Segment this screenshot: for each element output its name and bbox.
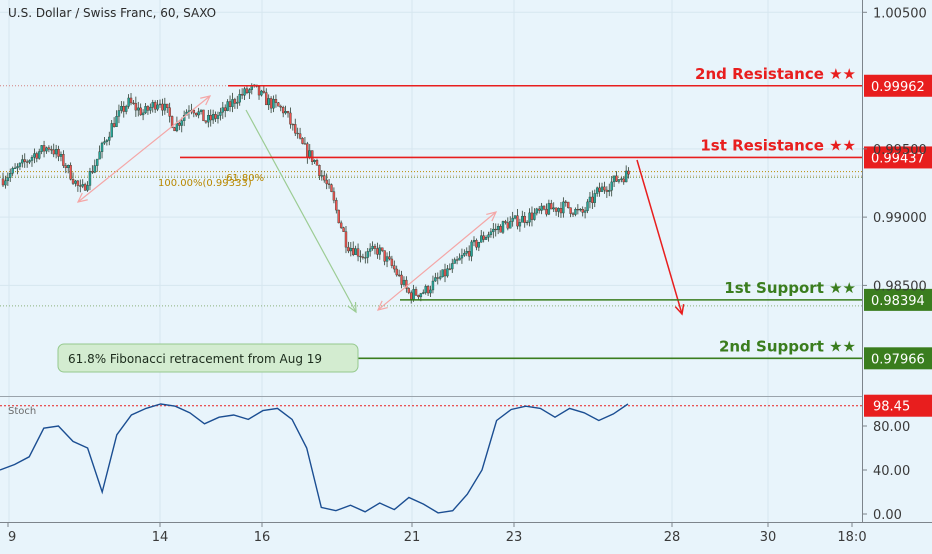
level-price-label: 0.99437 xyxy=(871,151,925,166)
stoch-tick-label: 40.00 xyxy=(873,464,910,479)
level-price-tag xyxy=(864,288,932,311)
stoch-label: Stoch xyxy=(8,406,36,417)
level-price-tag xyxy=(864,347,932,370)
price-tick-label: 0.98500 xyxy=(873,279,927,294)
trend-arrows xyxy=(76,95,685,316)
level-name: 2nd Resistance ★★ xyxy=(695,65,856,83)
time-tick-label: 30 xyxy=(760,530,777,545)
time-tick-label: 16 xyxy=(254,530,271,545)
price-tick-label: 0.99500 xyxy=(873,143,927,158)
price-tick-label: 0.99000 xyxy=(873,211,927,226)
price-axis: 1.00500 0.99500 0.99000 0.98500 xyxy=(862,6,927,294)
time-tick-label: 23 xyxy=(506,530,523,545)
level-name: 2nd Support ★★ xyxy=(719,337,856,355)
level-price-label: 0.99962 xyxy=(871,80,925,95)
fib-annotation: 61.8% Fibonacci retracement from Aug 19 xyxy=(57,343,359,373)
stoch-tick-label: 80.00 xyxy=(873,420,910,435)
stoch-value-tag xyxy=(864,394,932,417)
time-tick-label: 28 xyxy=(664,530,681,545)
time-tick-label: 14 xyxy=(152,530,169,545)
time-axis: 9 14 16 21 23 28 30 18:0 xyxy=(7,522,867,545)
stoch-tick-label: 0.00 xyxy=(873,508,902,523)
stoch-current-value: 98.45 xyxy=(873,400,910,415)
fib-annotation-text: 61.8% Fibonacci retracement from Aug 19 xyxy=(68,352,322,366)
level-price-tag xyxy=(864,74,932,97)
time-tick-label: 18:0 xyxy=(837,530,866,545)
price-tick-label: 1.00500 xyxy=(873,6,927,21)
time-tick-label: 21 xyxy=(404,530,421,545)
time-tick-label: 9 xyxy=(8,530,16,545)
levels: 2nd Resistance ★★ 0.99962 1st Resistance ★… xyxy=(180,65,932,370)
level-price-label: 0.98394 xyxy=(871,294,925,309)
candles xyxy=(1,83,630,304)
level-name: 1st Resistance ★★ xyxy=(700,136,856,154)
level-price-label: 0.97966 xyxy=(871,352,925,367)
level-name: 1st Support ★★ xyxy=(724,279,856,297)
level-price-tag xyxy=(864,146,932,169)
chart-title: U.S. Dollar / Swiss Franc, 60, SAXO xyxy=(8,6,216,20)
fib-ratio-label: 61.80% xyxy=(226,173,264,184)
fib-full-label: 100.00%(0.99333) xyxy=(158,178,252,189)
stoch-pane: 80.00 40.00 0.00 98.45 xyxy=(0,394,932,523)
stoch-line xyxy=(0,403,629,514)
